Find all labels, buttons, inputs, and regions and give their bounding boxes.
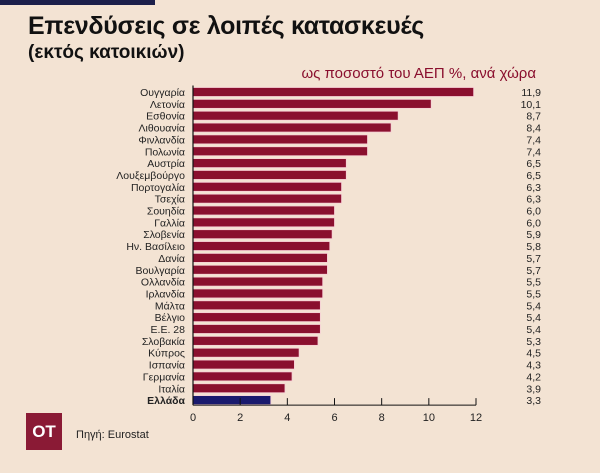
value-label: 5,4: [526, 324, 541, 336]
category-label: Σλοβενία: [143, 229, 185, 241]
unit-label: ως ποσοστό του ΑΕΠ %, ανά χώρα: [301, 65, 536, 82]
category-label: Ιρλανδία: [146, 288, 185, 300]
category-label: Γερμανία: [143, 371, 185, 383]
value-label: 5,5: [526, 277, 541, 289]
category-label: Αυστρία: [147, 158, 185, 170]
category-label: Βέλγιο: [155, 312, 186, 324]
category-label: Ιταλία: [158, 383, 185, 395]
value-label: 8,7: [526, 111, 541, 123]
category-label: Λιθουανία: [139, 123, 186, 135]
category-label: Ελλάδα: [147, 395, 185, 407]
value-label: 6,0: [526, 217, 541, 229]
chart-subtitle: (εκτός κατοικιών): [28, 42, 185, 63]
bar-25: [192, 383, 286, 394]
bar-3: [192, 122, 392, 133]
category-label: Φινλανδία: [138, 134, 185, 146]
category-label: Ε.Ε. 28: [151, 324, 186, 336]
bar-23: [192, 359, 295, 370]
value-label: 5,4: [526, 312, 541, 324]
value-label: 5,4: [526, 300, 541, 312]
bar-26: [192, 395, 272, 406]
bar-11: [192, 217, 335, 228]
source-note: Πηγή: Eurostat: [76, 429, 149, 441]
value-label: 6,0: [526, 206, 541, 218]
x-tick-label: 10: [423, 412, 435, 424]
bar-15: [192, 264, 328, 275]
bar-22: [192, 347, 300, 358]
bar-18: [192, 300, 321, 311]
bar-7: [192, 170, 347, 180]
category-label: Πορτογαλία: [131, 182, 185, 194]
bar-19: [192, 312, 321, 323]
category-label: Κύπρος: [148, 348, 185, 360]
category-label: Μάλτα: [155, 300, 185, 312]
category-label: Λετονία: [150, 99, 185, 111]
category-label: Δανία: [158, 253, 185, 265]
x-tick-label: 6: [331, 412, 337, 424]
bar-24: [192, 371, 293, 382]
bar-10: [192, 205, 335, 216]
bar-16: [192, 276, 324, 287]
category-label: Βουλγαρία: [135, 265, 185, 277]
ot-logo: ΟΤ: [26, 413, 62, 450]
value-label: 7,4: [526, 134, 541, 146]
category-label: Σλοβακία: [142, 336, 185, 348]
value-label: 5,3: [526, 336, 541, 348]
category-label: Ουγγαρία: [140, 87, 185, 99]
bar-4: [192, 134, 368, 145]
bar-17: [192, 288, 324, 299]
logo-text: ΟΤ: [32, 421, 56, 441]
category-label: Τσεχία: [155, 194, 185, 206]
value-label: 5,7: [526, 265, 541, 277]
bar-8: [192, 181, 342, 192]
value-label: 8,4: [526, 123, 541, 135]
bar-21: [192, 335, 319, 346]
category-label: Εσθονία: [146, 111, 185, 123]
top-accent-bar: [0, 0, 155, 5]
bar-1: [192, 98, 432, 109]
category-label: Γαλλία: [154, 217, 185, 229]
value-label: 10,1: [521, 99, 542, 111]
x-tick-label: 2: [237, 412, 243, 424]
category-label: Πολωνία: [145, 146, 185, 158]
bar-6: [192, 158, 347, 169]
category-label: Ολλανδία: [141, 277, 185, 289]
x-tick-label: 12: [470, 412, 482, 424]
bar-0: [192, 87, 475, 97]
category-label: Λουξεμβούργο: [116, 170, 185, 182]
value-label: 7,4: [526, 146, 541, 158]
category-label: Ην. Βασίλειο: [126, 241, 185, 253]
bar-14: [192, 252, 328, 263]
x-tick-label: 8: [379, 412, 385, 424]
value-label: 4,3: [526, 360, 541, 372]
value-label: 6,5: [526, 158, 541, 170]
bar-9: [192, 193, 342, 204]
value-label: 3,3: [526, 395, 541, 407]
bar-5: [192, 146, 368, 157]
category-label: Ισπανία: [149, 360, 185, 372]
x-tick-label: 4: [284, 412, 290, 424]
value-label: 5,8: [526, 241, 541, 253]
value-label: 6,3: [526, 182, 541, 194]
value-label: 5,9: [526, 229, 541, 241]
value-label: 6,5: [526, 170, 541, 182]
bar-2: [192, 110, 399, 121]
value-label: 5,7: [526, 253, 541, 265]
x-tick-label: 0: [190, 412, 196, 424]
value-label: 4,2: [526, 371, 541, 383]
bar-20: [192, 324, 321, 334]
value-label: 6,3: [526, 194, 541, 206]
bar-12: [192, 229, 333, 240]
value-label: 4,5: [526, 348, 541, 360]
bar-13: [192, 241, 331, 251]
value-label: 5,5: [526, 288, 541, 300]
chart-title: Επενδύσεις σε λοιπές κατασκευές: [28, 12, 424, 40]
value-label: 11,9: [521, 87, 541, 99]
value-label: 3,9: [526, 383, 541, 395]
category-label: Σουηδία: [147, 206, 185, 218]
